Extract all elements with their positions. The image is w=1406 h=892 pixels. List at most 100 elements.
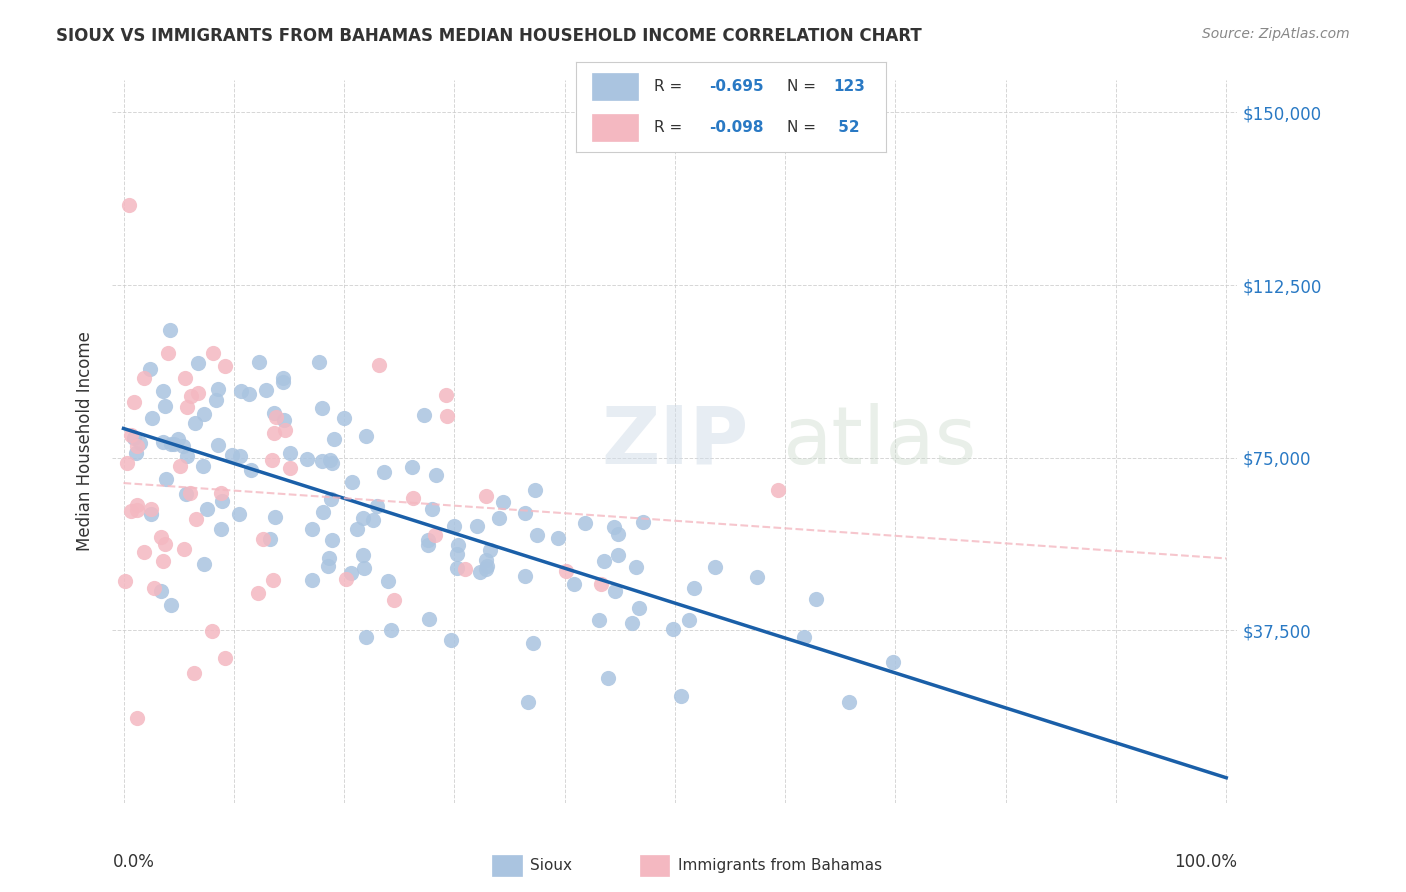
Immigrants from Bahamas xyxy=(335,572,357,586)
Sioux xyxy=(301,522,323,536)
Immigrants from Bahamas xyxy=(184,512,207,526)
Sioux xyxy=(311,401,333,415)
Bar xyxy=(592,73,638,100)
Sioux xyxy=(513,506,536,520)
Sioux xyxy=(588,613,610,627)
Sioux xyxy=(193,408,215,422)
Immigrants from Bahamas xyxy=(382,592,405,607)
Sioux xyxy=(141,410,163,425)
Sioux xyxy=(149,583,172,598)
Sioux xyxy=(377,574,399,588)
Sioux xyxy=(264,509,287,524)
Sioux xyxy=(193,459,215,474)
Immigrants from Bahamas xyxy=(454,562,477,576)
Sioux xyxy=(319,492,342,507)
Immigrants from Bahamas xyxy=(434,388,457,402)
Sioux xyxy=(238,387,260,401)
Immigrants from Bahamas xyxy=(278,461,301,475)
Sioux xyxy=(515,569,537,583)
Sioux xyxy=(366,499,388,513)
Sioux xyxy=(477,558,499,573)
Immigrants from Bahamas xyxy=(122,394,145,409)
Sioux xyxy=(319,452,342,467)
Sioux xyxy=(492,495,515,509)
Text: ZIP: ZIP xyxy=(602,402,748,481)
Sioux xyxy=(401,459,423,474)
Sioux xyxy=(228,507,250,521)
Immigrants from Bahamas xyxy=(118,197,141,211)
Immigrants from Bahamas xyxy=(202,345,225,359)
Sioux xyxy=(125,445,148,459)
Sioux xyxy=(254,383,277,397)
Immigrants from Bahamas xyxy=(368,358,391,372)
Sioux xyxy=(259,532,281,546)
Sioux xyxy=(153,399,176,413)
Sioux xyxy=(443,518,465,533)
Sioux xyxy=(129,436,152,450)
Sioux xyxy=(603,583,626,598)
Sioux xyxy=(321,533,343,547)
Text: R =: R = xyxy=(654,120,688,135)
Sioux xyxy=(475,562,498,576)
Sioux xyxy=(488,510,510,524)
Sioux xyxy=(662,622,685,636)
Sioux xyxy=(340,566,363,580)
Sioux xyxy=(354,631,377,645)
Sioux xyxy=(446,547,468,561)
Sioux xyxy=(139,362,162,376)
Sioux xyxy=(174,487,197,501)
Immigrants from Bahamas xyxy=(176,401,198,415)
Sioux xyxy=(240,463,263,477)
Sioux xyxy=(301,573,323,587)
Text: atlas: atlas xyxy=(782,402,976,481)
Sioux xyxy=(176,449,198,463)
Sioux xyxy=(624,560,647,574)
Immigrants from Bahamas xyxy=(187,385,209,400)
Sioux xyxy=(607,527,630,541)
Text: 0.0%: 0.0% xyxy=(112,854,155,871)
Sioux xyxy=(669,690,692,704)
Sioux xyxy=(603,520,626,534)
Sioux xyxy=(564,577,586,591)
Sioux xyxy=(207,438,229,452)
Immigrants from Bahamas xyxy=(183,666,205,681)
Immigrants from Bahamas xyxy=(125,439,148,453)
Sioux xyxy=(152,384,174,398)
Immigrants from Bahamas xyxy=(134,370,156,384)
Immigrants from Bahamas xyxy=(262,573,284,587)
Sioux xyxy=(273,413,295,427)
Sioux xyxy=(172,439,194,453)
Text: 100.0%: 100.0% xyxy=(1174,854,1237,871)
Sioux xyxy=(273,371,295,385)
Immigrants from Bahamas xyxy=(127,711,149,725)
Sioux xyxy=(745,570,768,584)
Sioux xyxy=(352,548,374,562)
Sioux xyxy=(353,560,375,574)
Sioux xyxy=(122,432,145,446)
Immigrants from Bahamas xyxy=(127,498,149,512)
Sioux xyxy=(322,433,344,447)
Sioux xyxy=(627,601,650,615)
Text: SIOUX VS IMMIGRANTS FROM BAHAMAS MEDIAN HOUSEHOLD INCOME CORRELATION CHART: SIOUX VS IMMIGRANTS FROM BAHAMAS MEDIAN … xyxy=(56,27,922,45)
Bar xyxy=(492,855,522,876)
Immigrants from Bahamas xyxy=(214,650,236,665)
Text: N =: N = xyxy=(787,79,821,94)
Sioux xyxy=(163,437,186,451)
Sioux xyxy=(373,465,395,479)
Sioux xyxy=(574,516,596,530)
Sioux xyxy=(422,502,444,516)
Sioux xyxy=(547,531,569,545)
Immigrants from Bahamas xyxy=(143,582,166,596)
Sioux xyxy=(475,553,498,567)
Immigrants from Bahamas xyxy=(120,504,142,518)
Bar xyxy=(640,855,669,876)
Sioux xyxy=(193,557,215,571)
Immigrants from Bahamas xyxy=(436,409,458,423)
Sioux xyxy=(312,505,335,519)
Immigrants from Bahamas xyxy=(127,503,149,517)
Immigrants from Bahamas xyxy=(246,586,269,600)
Sioux xyxy=(631,515,654,529)
Sioux xyxy=(263,406,285,420)
Sioux xyxy=(332,410,354,425)
Immigrants from Bahamas xyxy=(274,423,297,437)
